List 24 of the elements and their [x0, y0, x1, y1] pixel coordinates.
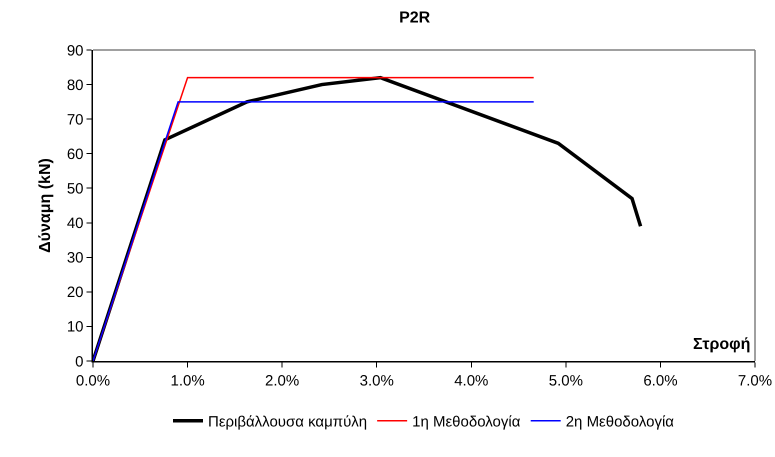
y-tick-label: 10: [66, 318, 84, 336]
y-tick-label: 70: [66, 111, 84, 128]
x-tick-label: 3.0%: [360, 372, 394, 390]
x-axis-title: Στροφή: [693, 336, 750, 353]
y-tick-label: 40: [66, 215, 84, 232]
x-tick-label: 6.0%: [643, 372, 678, 390]
y-tick-label: 30: [66, 250, 84, 267]
x-tick-label: 7.0%: [738, 372, 772, 390]
y-tick-label: 80: [66, 76, 84, 94]
x-tick-label: 0.0%: [76, 372, 110, 390]
x-tick-label: 4.0%: [454, 372, 488, 390]
y-tick-label: 90: [66, 42, 84, 60]
y-tick-label: 20: [66, 284, 84, 302]
y-axis-title: Δύναμη (kN): [36, 158, 54, 253]
legend-label: 1η Μεθοδολογία: [412, 414, 521, 431]
y-tick-label: 60: [66, 146, 84, 163]
y-tick-label: 0: [75, 353, 84, 370]
x-tick-label: 2.0%: [265, 372, 300, 390]
legend-label: 2η Μεθοδολογία: [566, 414, 674, 431]
y-tick-label: 50: [66, 180, 84, 198]
x-tick-label: 1.0%: [170, 372, 205, 390]
legend-label: Περιβάλλουσα καμπύλη: [208, 414, 368, 431]
chart-title: P2R: [399, 10, 431, 27]
x-tick-label: 5.0%: [548, 372, 583, 390]
